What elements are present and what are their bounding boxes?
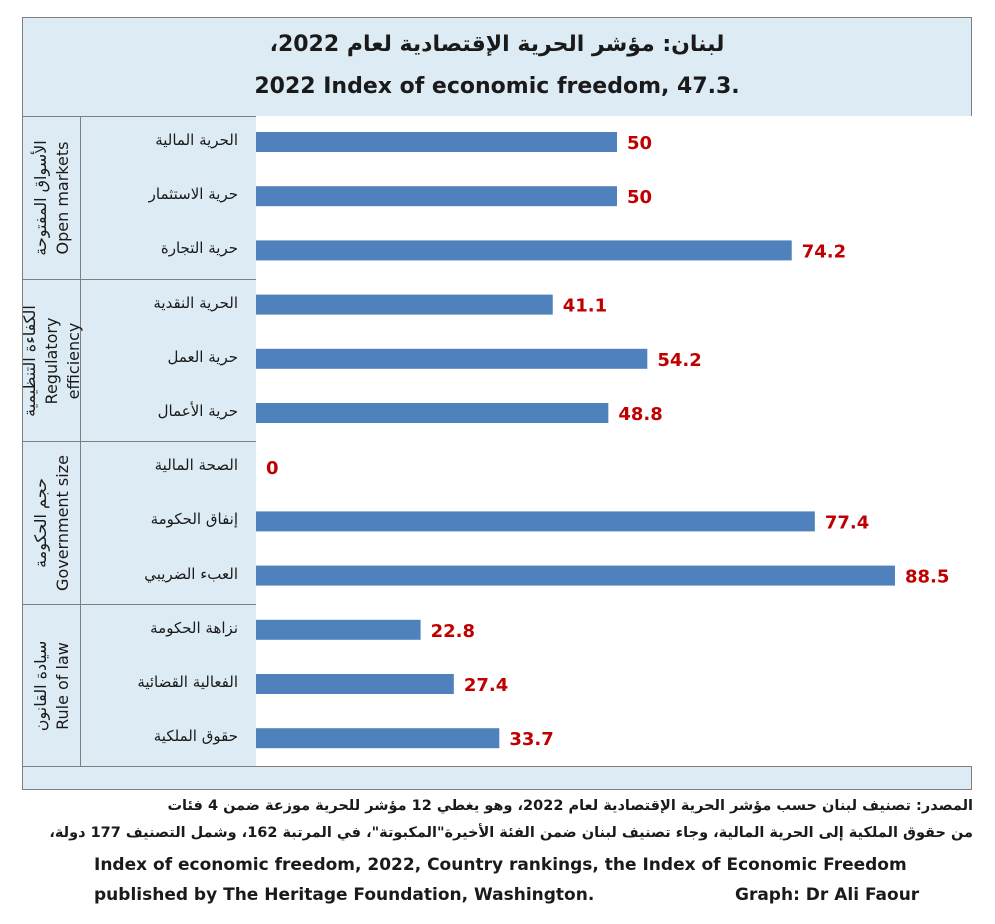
group-label-arabic: الكفاءة التنظيمية (19, 304, 39, 417)
bar-value-label: 48.8 (618, 404, 662, 425)
bar-value-label: 88.5 (905, 567, 949, 588)
graph-credit: Graph: Dr Ali Faour (735, 885, 920, 905)
category-label: الحرية المالية (155, 131, 238, 149)
bar-value-label: 74.2 (802, 241, 846, 262)
group-label: الأسواق المفتوحة Open markets (30, 140, 74, 255)
plot-area (256, 116, 973, 766)
bar-chart: 50 50 74.2 41.1 54.2 48.8 0 77.4 88.5 22.8 27.4 33.… (256, 132, 949, 750)
bar (256, 511, 815, 532)
category-label: حقوق الملكية (153, 727, 238, 746)
bar (256, 294, 553, 315)
bar (256, 565, 895, 586)
category-label: نزاهة الحكومة (150, 618, 238, 637)
group-label-arabic: الأسواق المفتوحة (30, 140, 50, 256)
bar-value-label: 33.7 (509, 729, 553, 750)
footer-source-arabic-line1: المصدر: تصنيف لبنان حسب مؤشر الحرية الإق… (167, 798, 973, 814)
group-government-size: حجم الحكومة Government size (23, 441, 256, 604)
bar (256, 674, 454, 694)
group-regulatory-efficiency: الكفاءة التنظيمية Regulatory efficiency (20, 279, 256, 441)
group-label-arabic: حجم الحكومة (30, 478, 50, 568)
bar-value-label: 0 (266, 458, 279, 479)
category-table: الأسواق المفتوحة Open markets الكفاءة ال… (20, 116, 256, 766)
bar-value-label: 77.4 (825, 512, 869, 533)
bar (256, 619, 421, 640)
group-label: الكفاءة التنظيمية Regulatory efficiency (19, 301, 85, 421)
bar (256, 348, 648, 369)
category-label: الفعالية القضائية (137, 673, 238, 691)
footer-source-arabic-line2: من حقوق الملكية إلى الحرية المالية، وجاء… (49, 825, 973, 841)
category-label: العبء الضريبي (144, 564, 238, 583)
bottom-divider (23, 766, 971, 767)
group-label-english: Rule of law (52, 641, 72, 730)
bar-value-label: 54.2 (657, 350, 701, 371)
title-area: لبنان: مؤشر الحرية الإقتصادية لعام 2022،… (23, 18, 971, 116)
bar (256, 132, 617, 152)
chart-frame: لبنان: مؤشر الحرية الإقتصادية لعام 2022،… (20, 17, 973, 790)
chart-title-arabic: لبنان: مؤشر الحرية الإقتصادية لعام 2022، (269, 32, 725, 57)
group-rule-of-law: سيادة القانون Rule of law (23, 604, 256, 766)
bar (256, 240, 792, 261)
bar-value-label: 50 (627, 187, 652, 208)
category-label: حرية الاستثمار (148, 185, 238, 204)
bar-value-label: 41.1 (563, 296, 607, 317)
bar (256, 403, 609, 423)
group-label-english: Government size (52, 455, 72, 591)
group-label: حجم الحكومة Government size (30, 455, 74, 591)
group-label-english: Open markets (52, 141, 72, 255)
chart-title-english: 2022 Index of economic freedom, 47.3. (254, 74, 740, 99)
category-label: حرية العمل (167, 347, 238, 366)
category-label: إنفاق الحكومة (150, 510, 238, 529)
category-label: الصحة المالية (154, 456, 238, 475)
group-open-markets: الأسواق المفتوحة Open markets (23, 116, 256, 279)
bar-value-label: 50 (627, 133, 652, 154)
footer-source-english-line2: published by The Heritage Foundation, Wa… (94, 885, 595, 905)
group-label-english: Regulatory efficiency (41, 317, 83, 404)
bar-value-label: 27.4 (464, 675, 508, 696)
bar-value-label: 22.8 (431, 621, 475, 642)
group-label-arabic: سيادة القانون (30, 640, 50, 731)
group-label: سيادة القانون Rule of law (30, 640, 74, 730)
category-label: حرية التجارة (160, 239, 238, 258)
category-label: الحرية النقدية (153, 293, 238, 312)
category-label: حرية الأعمال (157, 402, 238, 420)
bar (256, 728, 500, 749)
footer-source-english-line1: Index of economic freedom, 2022, Country… (94, 855, 907, 875)
bar (256, 186, 617, 207)
